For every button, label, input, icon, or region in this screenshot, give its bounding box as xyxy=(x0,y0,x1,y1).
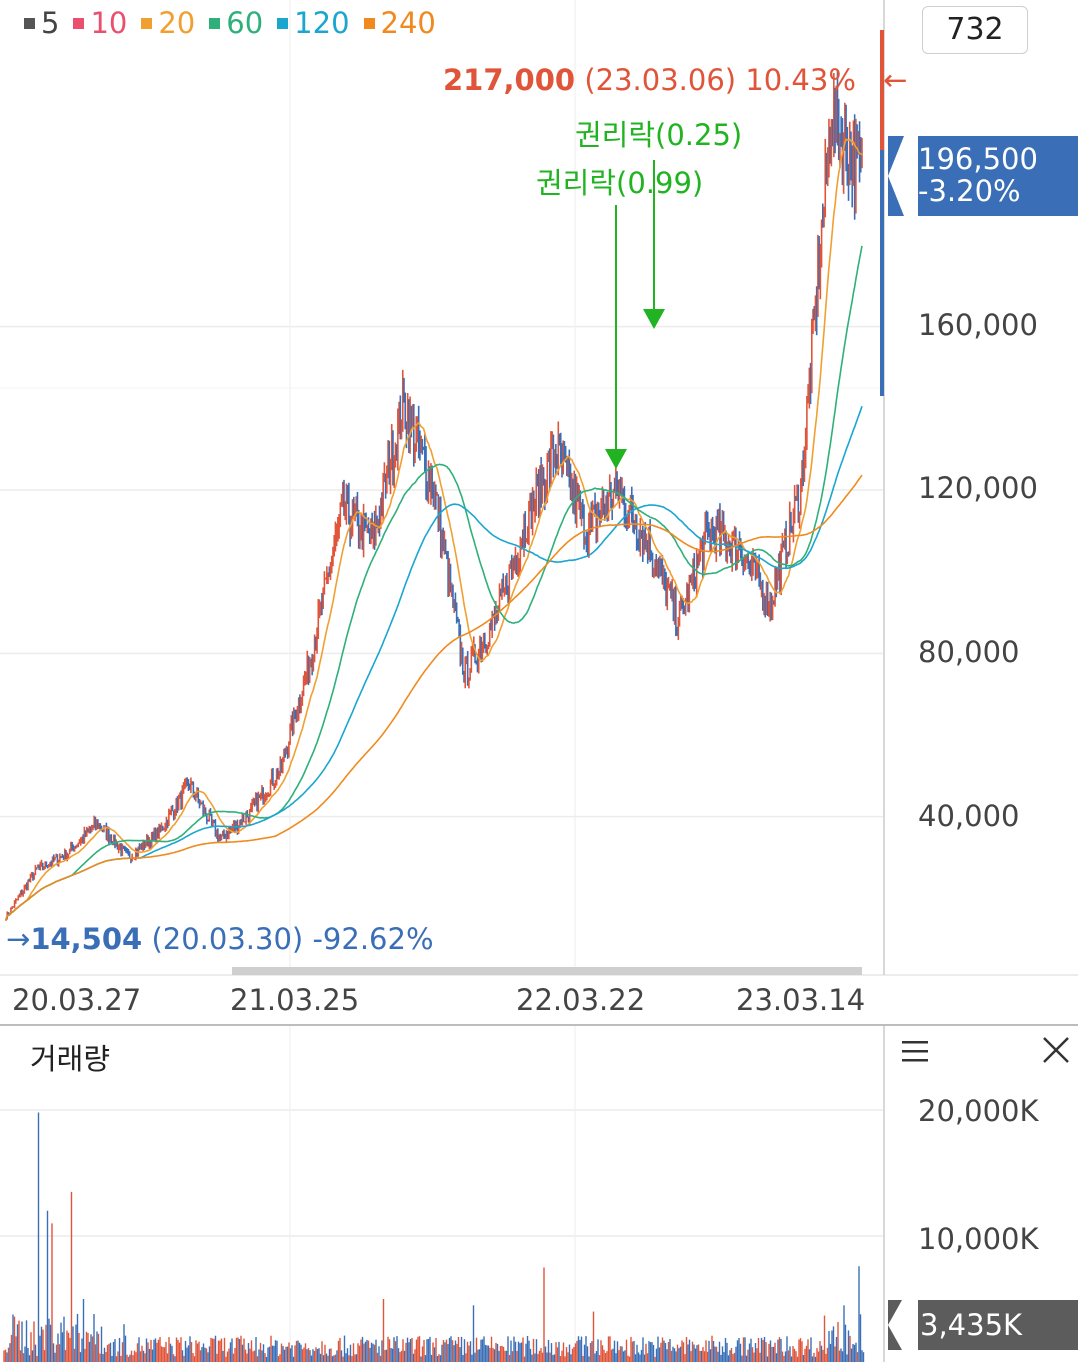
low-price-arrow-icon: → xyxy=(6,922,31,956)
price-range-bar-top xyxy=(880,30,884,150)
current-volume-tag: 3,435K xyxy=(888,1300,1078,1350)
legend-item-ma240[interactable]: 240 xyxy=(363,6,436,40)
legend-swatch xyxy=(277,17,289,29)
legend-swatch xyxy=(24,17,35,29)
ma-line-60 xyxy=(5,245,863,920)
price-tag-pointer xyxy=(888,136,918,216)
dividend-marker-arrow xyxy=(605,449,627,469)
ma-line-240 xyxy=(5,474,863,920)
close-icon[interactable] xyxy=(1040,1034,1072,1066)
high-price-date: (23.03.06) xyxy=(584,63,737,97)
horizontal-scrollbar[interactable] xyxy=(232,967,862,975)
low-price-annotation: →14,504 (20.03.30) -92.62% xyxy=(6,922,434,956)
x-tick-1: 20.03.27 xyxy=(12,983,142,1017)
current-price-value: 196,500 xyxy=(918,142,1038,176)
legend-item-ma60[interactable]: 60 xyxy=(209,6,263,40)
volume-bars xyxy=(3,1112,865,1362)
high-price-value: 217,000 xyxy=(443,63,576,97)
legend-item-ma10[interactable]: 10 xyxy=(73,6,127,40)
legend-label: 240 xyxy=(380,6,436,40)
volume-tag-pointer xyxy=(888,1300,918,1350)
dividend-markers xyxy=(605,160,665,469)
ma-line-20 xyxy=(5,138,863,920)
legend-label: 5 xyxy=(41,6,60,40)
ma-line-120 xyxy=(5,405,863,920)
legend-label: 20 xyxy=(158,6,196,40)
legend-item-ma5[interactable]: 5 xyxy=(24,6,59,40)
moving-average-lines xyxy=(5,138,863,920)
high-price-pct: 10.43% xyxy=(745,63,856,97)
low-price-value: 14,504 xyxy=(30,922,143,956)
dividend-label-2: 권리락(0.25) xyxy=(575,118,743,152)
x-tick-2: 21.03.25 xyxy=(230,983,360,1017)
legend-label: 120 xyxy=(294,6,350,40)
low-price-pct: -92.62% xyxy=(312,922,434,956)
price-candles xyxy=(5,70,863,921)
high-price-annotation: 217,000 (23.03.06) 10.43% ← xyxy=(443,63,907,97)
hamburger-menu-icon[interactable] xyxy=(900,1038,930,1064)
dividend-marker-arrow xyxy=(643,309,665,329)
high-price-arrow-icon: ← xyxy=(883,63,908,97)
candle-count-box[interactable]: 732 xyxy=(922,6,1028,54)
y-tick-80000: 80,000 xyxy=(918,635,1020,669)
y-tick-120000: 120,000 xyxy=(918,471,1038,505)
legend-swatch xyxy=(209,17,221,29)
y-tick-40000: 40,000 xyxy=(918,799,1020,833)
current-price-change: -3.20% xyxy=(918,174,1021,208)
legend-label: 60 xyxy=(226,6,264,40)
vol-tick-10000k: 10,000K xyxy=(918,1222,1039,1256)
legend-label: 10 xyxy=(90,6,128,40)
legend-swatch xyxy=(73,17,85,29)
low-price-date: (20.03.30) xyxy=(151,922,304,956)
legend-swatch xyxy=(141,17,153,29)
current-price-tag: 196,500 -3.20% xyxy=(888,136,1078,216)
legend-item-ma120[interactable]: 120 xyxy=(277,6,350,40)
legend-swatch xyxy=(363,17,375,29)
y-tick-160000: 160,000 xyxy=(918,308,1038,342)
legend-item-ma20[interactable]: 20 xyxy=(141,6,195,40)
x-tick-4: 23.03.14 xyxy=(736,983,866,1017)
x-tick-3: 22.03.22 xyxy=(516,983,646,1017)
price-range-bar xyxy=(880,30,884,396)
volume-grid xyxy=(0,1026,884,1362)
volume-panel-title: 거래량 xyxy=(30,1042,111,1076)
dividend-label-1: 권리락(0.99) xyxy=(536,166,704,200)
moving-average-legend: 5 10 20 60 120 240 xyxy=(24,6,436,40)
current-volume-value: 3,435K xyxy=(920,1308,1023,1342)
vol-tick-20000k: 20,000K xyxy=(918,1094,1039,1128)
